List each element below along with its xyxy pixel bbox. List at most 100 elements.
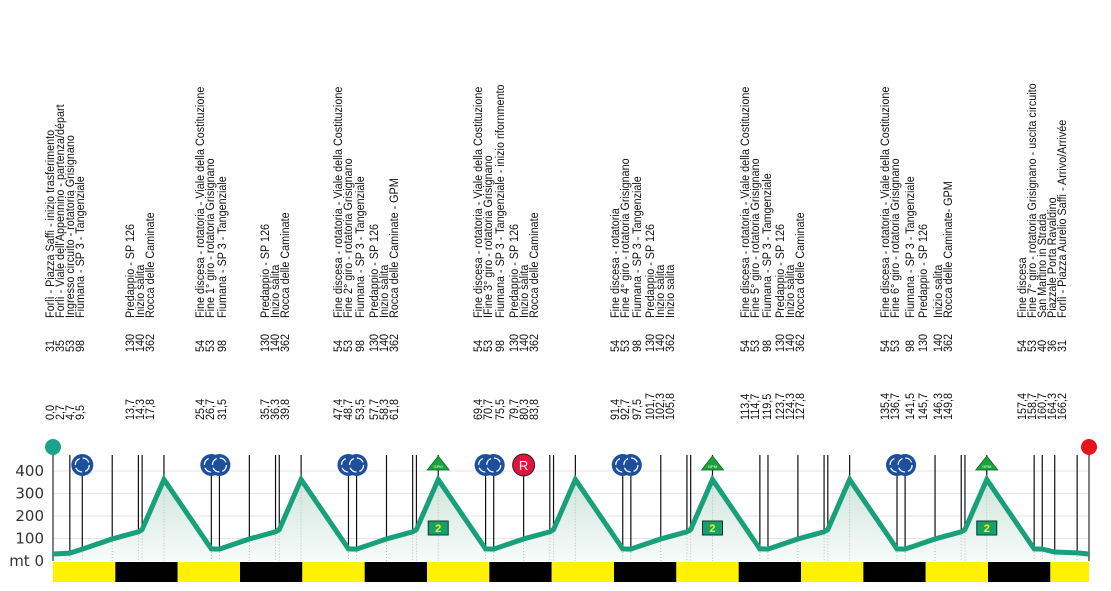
elevation-line (52, 474, 1090, 557)
km-bar-segment (53, 562, 116, 582)
waypoint-km: 114,7 (750, 394, 763, 420)
waypoint-description: San Martino in Strada (1037, 213, 1050, 318)
waypoint-description: Inizio salita (933, 264, 946, 318)
waypoint-altitude: 98 (495, 340, 508, 352)
waypoint-description: Predappio - SP 126 (509, 224, 522, 318)
waypoint-altitude: 54 (880, 339, 893, 352)
waypoint-km: 0,0 (45, 405, 58, 420)
waypoint-altitude: 53 (343, 340, 356, 352)
waypoint-row: 48,7 53 Fine 2° giro - rotatoria Grisignan… (343, 158, 356, 420)
waypoint-description: Predappio - SP 126 (260, 224, 273, 318)
roundabout-icon (894, 454, 917, 476)
waypoint-row: 123,7 130 Predappio - SP 126 (775, 224, 788, 420)
waypoint-row: 136,7 53 Fine 6° giro - rotatoria Grisigna… (890, 158, 903, 420)
waypoint-altitude: 35 (55, 340, 68, 352)
waypoint-km: 14,3 (135, 399, 148, 420)
km-bar-segment (427, 562, 490, 582)
waypoint-km: 146,3 (933, 393, 946, 420)
waypoint-row: 35,7 130 Predappio - SP 126 (260, 224, 273, 420)
waypoint-description: Forlì - Piazza Aurelio Saffi - Arrivo/Ar… (1057, 120, 1070, 318)
waypoint-altitude: 54 (333, 339, 346, 352)
km-bar-segment (489, 562, 552, 582)
waypoint-row: 127,8 362 Rocca delle Caminate (795, 212, 808, 420)
waypoint-row: 101,7 130 Predappio - SP 126 (645, 224, 658, 420)
waypoint-altitude: 98 (75, 340, 88, 352)
gpm-category: 2 (435, 523, 441, 535)
waypoint-description: Fine 1° giro - rotatoria Grisignano (205, 158, 218, 318)
y-tick-label: 300 (15, 485, 44, 503)
waypoint-description: Fine discesa - rotatoria - Viale della C… (333, 87, 346, 318)
waypoint-altitude: 53 (890, 340, 903, 352)
waypoint-altitude: 53 (1027, 340, 1040, 352)
waypoint-km: 70,7 (483, 399, 496, 420)
waypoint-km: 113,4 (740, 393, 753, 420)
gpm-category: 2 (984, 523, 990, 535)
waypoint-km: 105,8 (665, 393, 678, 420)
km-bar-segment (614, 562, 677, 582)
waypoint-row: 69,4 54 Fine discesa - rotatoria - Viale d… (473, 87, 486, 420)
waypoint-altitude: 98 (905, 340, 918, 352)
waypoint-row: 141,5 98 Fiumana - SP 3 - Tangenziale (905, 176, 918, 420)
waypoint-row: 58,3 140 Inizio salita (379, 264, 392, 420)
waypoint-altitude: 130 (645, 334, 658, 352)
waypoint-altitude: 130 (369, 334, 382, 352)
waypoint-row: 39,8 362 Rocca delle Caminate (280, 212, 293, 420)
waypoint-km: 26,7 (205, 399, 218, 420)
y-axis: 400 300 200 100 mt 0 (9, 462, 44, 570)
waypoint-description: Fine 6° giro - rotatoria Grisignano (890, 158, 903, 318)
waypoint-description: Fine discesa - rotatoria - Viale della C… (195, 87, 208, 318)
waypoint-altitude: 130 (918, 334, 931, 352)
waypoint-km: 4,7 (65, 405, 78, 420)
waypoint-description: Fiumana - SP 3 - Tangenziale (632, 176, 645, 318)
waypoint-km: 97,5 (632, 399, 645, 420)
waypoint-altitude: 130 (509, 334, 522, 352)
waypoint-description: Inizio salita (655, 264, 668, 318)
waypoint-altitude: 54 (1017, 339, 1030, 352)
waypoint-altitude: 54 (740, 339, 753, 352)
km-bar-segment (551, 562, 615, 582)
waypoint-row: 26,7 53 Fine 1° giro - rotatoria Grisignan… (205, 158, 218, 420)
start-flag-icon (45, 439, 61, 455)
waypoint-description: Rocca delle Caminate (280, 212, 293, 318)
km-bar-segment (115, 562, 178, 582)
waypoint-row: 105,8 362 Inizio salita (665, 264, 678, 420)
km-bar-segment (988, 562, 1051, 582)
waypoint-altitude: 31 (1057, 340, 1070, 352)
waypoint-km: 80,3 (519, 399, 532, 420)
waypoint-km: 102,3 (655, 393, 668, 420)
waypoint-row: 97,5 98 Fiumana - SP 3 - Tangenziale (632, 176, 645, 420)
waypoint-description: Fiumana - SP 3 - Tangenziale (217, 176, 230, 318)
sprint-label: R (519, 458, 528, 473)
waypoint-row: 9,5 98 Fiumana - SP 3 - Tangenziale (75, 176, 88, 420)
y-tick-label: mt 0 (9, 552, 44, 570)
roundabout-icon (619, 454, 642, 476)
waypoint-altitude: 362 (145, 334, 158, 352)
waypoint-altitude: 362 (943, 334, 956, 352)
waypoint-km: 157,4 (1017, 392, 1030, 420)
waypoint-altitude: 140 (785, 334, 798, 352)
waypoint-description: Predappio - SP 126 (918, 224, 931, 318)
waypoint-km: 35,7 (260, 399, 273, 420)
waypoint-km: 61,8 (389, 399, 402, 420)
waypoint-row: 145,7 130 Predappio - SP 126 (918, 224, 931, 420)
gpm-icon: GPM (974, 455, 999, 471)
waypoint-description: Fine 5° giro - rotatoria Grisignano (750, 158, 763, 318)
waypoint-km: 145,7 (918, 393, 931, 420)
waypoint-row: 13,7 130 Predappio - SP 126 (125, 224, 138, 420)
waypoint-row: 91,4 54 Fine discesa - rotatoria (610, 208, 623, 420)
waypoint-altitude: 40 (1037, 340, 1050, 352)
waypoint-description: Piazzale Porta Ravaldino (1047, 197, 1060, 318)
waypoint-description: Rocca delle Caminate- GPM (943, 181, 956, 318)
waypoint-km: 79,7 (509, 399, 522, 420)
waypoint-description: Predappio - SP 126 (645, 224, 658, 318)
waypoint-row: 31,5 98 Fiumana - SP 3 - Tangenziale (217, 176, 230, 420)
waypoint-altitude: 53 (205, 340, 218, 352)
waypoint-row: 75,5 98 Fiumana - SP 3 - Tangenziale - ini… (495, 84, 508, 420)
waypoint-altitude: 362 (389, 334, 402, 352)
waypoint-table: 0,0 31 Forlì - Piazza Saffi - inizio trasf… (45, 83, 1070, 420)
waypoint-km: 75,5 (495, 399, 508, 420)
waypoint-km: 13,7 (125, 399, 138, 420)
waypoint-description: Predappio - SP 126 (125, 224, 138, 318)
km-bar-segment (364, 562, 428, 582)
waypoint-km: 123,7 (775, 393, 788, 420)
